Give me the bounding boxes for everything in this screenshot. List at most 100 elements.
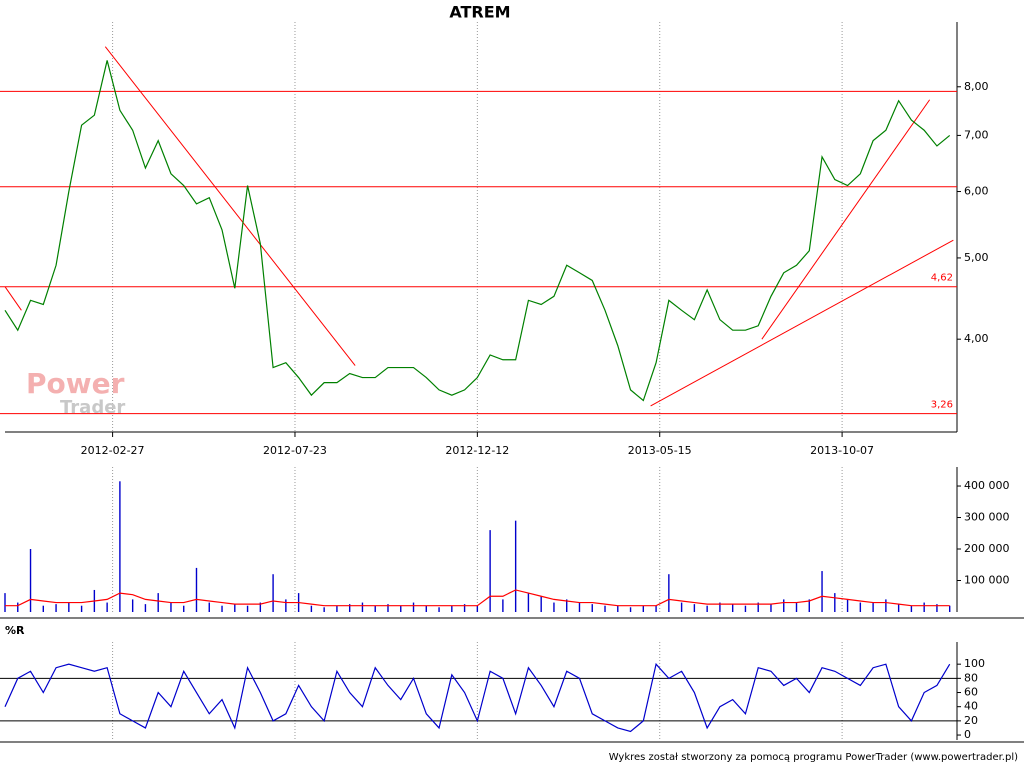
- volume-bar: [859, 602, 862, 612]
- volume-bar: [144, 604, 147, 612]
- volume-bar: [578, 602, 581, 612]
- volume-bar: [119, 481, 121, 612]
- volume-bar: [719, 602, 721, 612]
- volume-bar: [285, 599, 287, 612]
- horizontal-line-label: 4,62: [931, 273, 953, 284]
- volume-bar: [923, 602, 925, 612]
- horizontal-line-label: 3,26: [931, 400, 953, 411]
- footer: Wykres został stworzony za pomocą progra…: [609, 752, 1018, 763]
- volume-bar: [29, 549, 32, 612]
- volume-bar: [400, 605, 402, 612]
- y-tick-label: 0: [964, 728, 971, 741]
- y-tick-label: 6,00: [964, 185, 989, 198]
- volume-bar: [221, 605, 223, 612]
- y-tick-label: 7,00: [964, 128, 989, 141]
- volume-bar: [514, 520, 517, 612]
- volume-bar: [336, 605, 338, 612]
- volume-bar: [374, 605, 376, 612]
- volume-bar: [246, 605, 249, 612]
- volume-bar: [183, 605, 185, 612]
- watermark: Power: [26, 367, 125, 400]
- volume-bar: [885, 599, 887, 612]
- volume-bar: [872, 602, 874, 612]
- volume-bar: [617, 605, 619, 612]
- volume-bar: [808, 599, 810, 612]
- volume-bar: [706, 605, 708, 612]
- volume-bar: [438, 607, 440, 612]
- trend-line: [104, 46, 356, 366]
- volume-bar: [553, 602, 555, 612]
- volume-bar: [170, 602, 172, 612]
- volume-bar: [795, 602, 798, 612]
- volume-bar: [131, 599, 134, 612]
- volume-bar: [744, 605, 747, 612]
- volume-bar: [821, 571, 823, 612]
- volume-bar: [910, 605, 913, 612]
- volume-bar: [68, 602, 70, 612]
- volume-bar: [936, 604, 938, 612]
- volume-bar: [566, 599, 568, 612]
- volume-bar: [629, 607, 632, 612]
- volume-bar: [476, 605, 479, 612]
- y-tick-label: 20: [964, 714, 978, 727]
- volume-bar: [17, 602, 19, 612]
- volume-bar: [770, 604, 772, 612]
- trend-line: [650, 239, 954, 407]
- y-tick-label: 5,00: [964, 251, 989, 264]
- volume-bar: [668, 574, 670, 612]
- y-tick-label: 40: [964, 700, 978, 713]
- y-tick-label: 60: [964, 686, 978, 699]
- x-tick-label: 2013-10-07: [810, 444, 874, 457]
- y-tick-label: 100 000: [964, 574, 1010, 587]
- volume-bar: [489, 530, 491, 612]
- volume-bar: [4, 593, 6, 612]
- volume-bar: [387, 604, 389, 612]
- panel-title: %R: [5, 624, 25, 637]
- volume-bar: [846, 599, 849, 612]
- volume-bar: [234, 604, 236, 612]
- volume-bar: [591, 604, 593, 612]
- y-tick-label: 80: [964, 671, 978, 684]
- x-tick-label: 2012-07-23: [263, 444, 327, 457]
- volume-bar: [259, 602, 262, 612]
- volume-bar: [323, 607, 325, 612]
- chart-title: ATREM: [449, 3, 510, 22]
- volume-bar: [834, 593, 836, 612]
- volume-bar: [425, 605, 427, 612]
- volume-bar: [604, 605, 606, 612]
- trend-line: [761, 99, 931, 340]
- y-tick-label: 200 000: [964, 542, 1010, 555]
- y-tick-label: 400 000: [964, 479, 1010, 492]
- y-tick-label: 4,00: [964, 332, 989, 345]
- volume-bar: [348, 604, 351, 612]
- watermark: Trader: [60, 397, 125, 418]
- volume-bar: [361, 602, 364, 612]
- volume-bar: [208, 602, 210, 612]
- volume-bar: [757, 602, 759, 612]
- y-tick-label: 100: [964, 657, 985, 670]
- volume-bar: [80, 605, 83, 612]
- volume-bar: [310, 605, 313, 612]
- y-tick-label: 300 000: [964, 511, 1010, 524]
- volume-bar: [527, 593, 530, 612]
- volume-bar: [897, 604, 900, 612]
- x-tick-label: 2013-05-15: [628, 444, 692, 457]
- volume-bar: [540, 596, 542, 612]
- volume-bar: [783, 599, 785, 612]
- volume-bar: [949, 605, 951, 612]
- volume-bar: [463, 604, 466, 612]
- volume-bar: [157, 593, 159, 612]
- volume-bar: [502, 599, 504, 612]
- trend-line: [4, 286, 22, 311]
- volume-bar: [693, 604, 696, 612]
- volume-bar: [195, 567, 198, 612]
- volume-bar: [55, 604, 57, 612]
- price-line: [4, 60, 951, 402]
- volume-bar: [451, 605, 453, 612]
- volume-bar: [655, 605, 657, 612]
- volume-bar: [412, 602, 415, 612]
- y-tick-label: 8,00: [964, 80, 989, 93]
- x-tick-label: 2012-02-27: [81, 444, 145, 457]
